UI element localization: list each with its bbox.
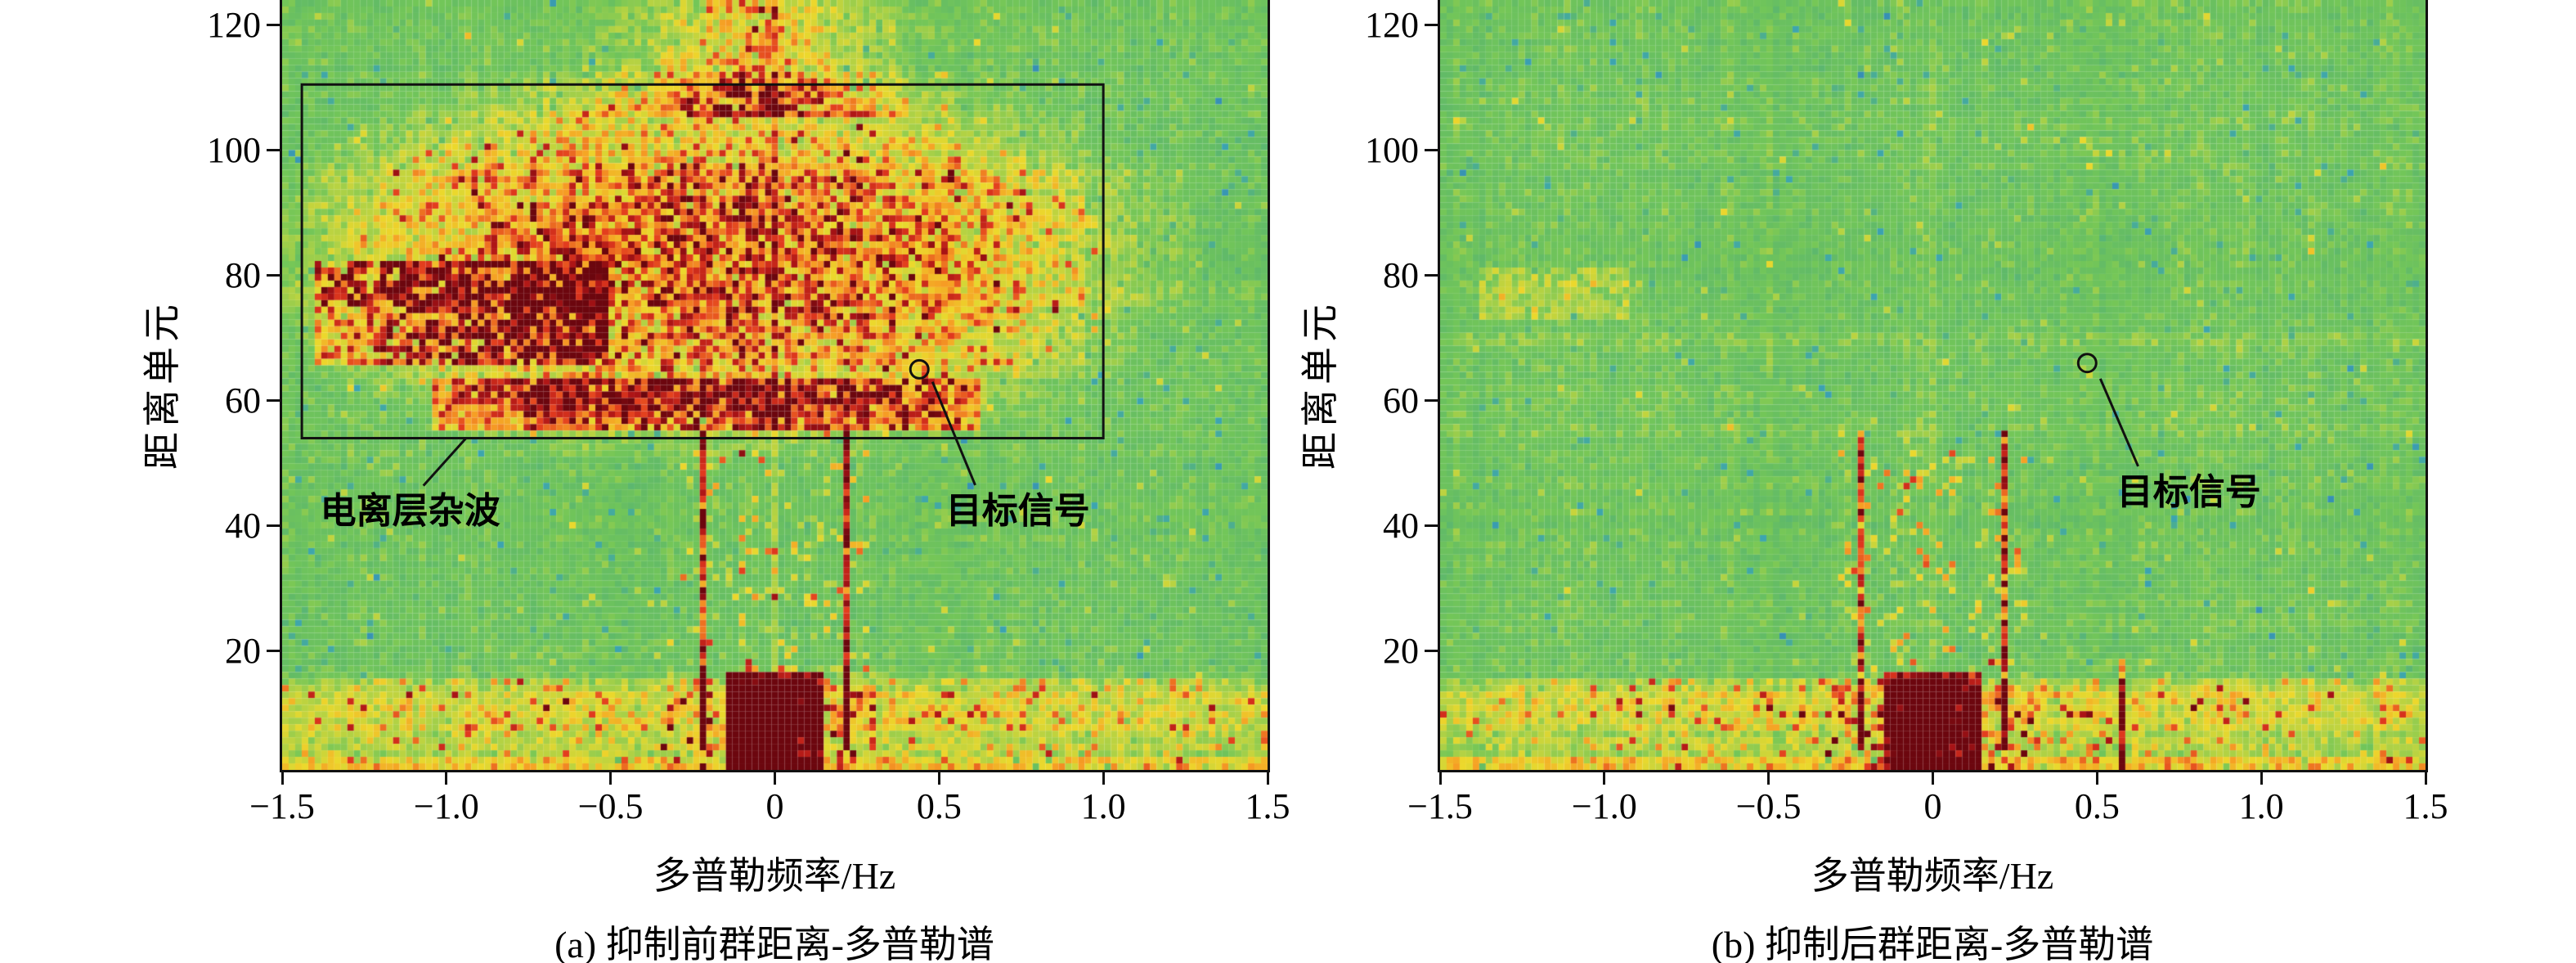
x-tick-label: 1.5 — [2403, 786, 2448, 826]
x-tick-label: −1.5 — [1407, 786, 1473, 826]
y-tick-label: 60 — [1383, 380, 1419, 421]
spectrogram-heatmap-a — [282, 0, 1268, 770]
x-axis-title-b: 多普勒频率/Hz — [1811, 855, 2054, 897]
x-tick-mark — [1102, 770, 1105, 785]
spectrogram-heatmap-b — [1440, 0, 2426, 770]
y-tick-mark — [1425, 524, 1438, 528]
x-tick-label: −0.5 — [1735, 786, 1802, 826]
y-tick-mark — [267, 524, 280, 528]
range-doppler-plot-a: 电离层杂波 目标信号 距离单元 多普勒频率/Hz (a) 抑制前群距离-多普勒谱… — [141, 0, 1290, 963]
x-tick-mark — [1932, 770, 1934, 785]
y-tick-label: 20 — [1383, 630, 1419, 671]
x-tick-mark — [1767, 770, 1770, 785]
subfigure-caption-b: (b) 抑制后群距离-多普勒谱 — [1711, 924, 2154, 963]
ionospheric-clutter-annotation: 电离层杂波 — [320, 490, 500, 531]
x-tick-label: −1.0 — [413, 786, 479, 826]
x-tick-mark — [445, 770, 448, 785]
subfigure-caption-a: (a) 抑制前群距离-多普勒谱 — [554, 924, 994, 963]
x-tick-label: −1.0 — [1571, 786, 1637, 826]
y-tick-label: 80 — [1383, 254, 1419, 295]
range-doppler-plot-b: 目标信号 距离单元 多普勒频率/Hz (b) 抑制后群距离-多普勒谱 20 40 6… — [1299, 0, 2448, 963]
x-tick-mark — [2095, 770, 2098, 785]
y-tick-label: 40 — [225, 505, 261, 546]
x-tick-label: −1.5 — [249, 786, 315, 826]
x-axis-title-a: 多普勒频率/Hz — [653, 855, 896, 897]
y-tick-mark — [1425, 24, 1438, 27]
y-tick-mark — [267, 149, 280, 152]
y-tick-mark — [1425, 274, 1438, 277]
y-tick-label: 120 — [207, 4, 261, 45]
y-tick-label: 120 — [1365, 4, 1419, 45]
x-tick-mark — [2260, 770, 2263, 785]
target-signal-annotation-a: 目标信号 — [945, 490, 1090, 531]
x-tick-mark — [774, 770, 776, 785]
x-tick-label: 1.0 — [1080, 786, 1126, 826]
target-signal-annotation-b: 目标信号 — [2116, 471, 2261, 512]
y-axis-title-b: 距离单元 — [1299, 299, 1341, 470]
x-tick-mark — [609, 770, 613, 785]
x-tick-mark — [280, 770, 284, 785]
y-tick-label: 40 — [1383, 505, 1419, 546]
y-axis-title-a: 距离单元 — [141, 299, 183, 470]
y-tick-mark — [1425, 149, 1438, 152]
x-tick-mark — [1603, 770, 1606, 785]
x-tick-mark — [1438, 770, 1442, 785]
x-tick-label: 0.5 — [2074, 786, 2120, 826]
y-tick-mark — [267, 274, 280, 277]
y-tick-mark — [1425, 399, 1438, 403]
y-tick-mark — [267, 24, 280, 27]
y-tick-label: 60 — [225, 380, 261, 421]
y-tick-mark — [1425, 650, 1438, 653]
x-tick-label: 1.5 — [1245, 786, 1290, 826]
y-tick-label: 80 — [225, 254, 261, 295]
y-tick-label: 20 — [225, 630, 261, 671]
x-tick-label: 0 — [1923, 786, 1942, 826]
x-tick-label: 0 — [765, 786, 784, 826]
x-tick-mark — [937, 770, 940, 785]
x-tick-label: −0.5 — [577, 786, 644, 826]
x-tick-label: 1.0 — [2238, 786, 2284, 826]
x-tick-mark — [2424, 770, 2427, 785]
x-tick-mark — [1266, 770, 1269, 785]
y-tick-mark — [267, 650, 280, 653]
y-tick-label: 100 — [207, 129, 261, 170]
x-tick-label: 0.5 — [916, 786, 962, 826]
y-tick-label: 100 — [1365, 129, 1419, 170]
y-tick-mark — [267, 399, 280, 403]
